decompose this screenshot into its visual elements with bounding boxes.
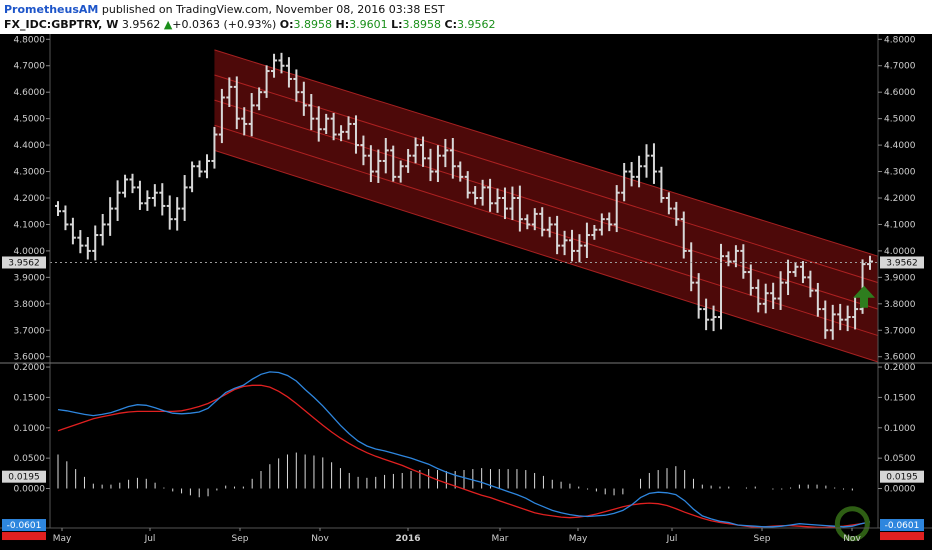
high-label: H: [335,18,350,31]
channel-line [214,149,879,363]
right-price-tick-label: 4.3000 [884,168,916,178]
price-chart[interactable]: 4.8000 4.8000 4.7000 4.7000 4.6000 4.6000 4.50… [0,34,932,550]
left-price-tick-label: 3.9000 [14,273,46,283]
left-macd-tick-label: 0.0500 [14,454,46,464]
low-label: L: [391,18,403,31]
symbol-label: FX_IDC:GBPTRY, W [4,18,119,31]
regression-channel [214,49,878,362]
high-value: 3.9601 [349,18,388,31]
time-label: Sep [232,534,249,544]
right-price-tick-label: 4.4000 [884,141,916,151]
right-price-tick-label: 3.9000 [884,273,916,283]
right-macd-tick-label: 0.1500 [884,393,916,403]
open-label: O: [279,18,294,31]
close-label: C: [444,18,458,31]
price-pane[interactable] [50,49,879,363]
time-label: Nov [843,534,861,544]
low-value: 3.8958 [402,18,442,31]
right-last-price-label: 3.9562 [886,258,918,268]
left-macd-label: -0.0601 [7,521,42,531]
up-arrow-icon [853,285,875,308]
time-axis: May Jul Sep Nov 2016 Mar May Jul Sep Nov [53,528,861,544]
right-price-tick-label: 4.2000 [884,194,916,204]
time-label: 2016 [395,534,420,544]
left-price-tick-label: 4.3000 [14,168,46,178]
left-price-tick-label: 4.8000 [14,35,46,45]
time-label: May [53,534,72,544]
macd-line [57,371,871,528]
left-price-tick-label: 4.5000 [14,115,46,125]
channel-line [214,124,879,337]
right-price-tick-label: 3.7000 [884,326,916,336]
time-label: May [569,534,588,544]
left-signal-box [2,532,46,541]
author-link[interactable]: PrometheusAM [4,3,99,16]
left-macd-tick-label: 0.0000 [14,485,46,495]
right-price-tick-label: 4.5000 [884,115,916,125]
right-price-tick-label: 4.6000 [884,88,916,98]
right-macd-tick-label: 0.1000 [884,424,916,434]
right-price-tick-label: 4.0000 [884,247,916,257]
left-last-price-label: 3.9562 [8,258,40,268]
time-label: Mar [492,534,509,544]
left-hist-box [2,470,46,483]
published-text: published on TradingView.com, November 0… [101,3,445,16]
chart-header: PrometheusAM published on TradingView.co… [0,0,932,34]
left-macd-box [2,519,46,532]
right-macd-box [880,519,924,532]
left-price-tick-label: 3.6000 [14,353,46,363]
right-price-tick-label: 3.8000 [884,300,916,310]
left-price-tick-label: 4.4000 [14,141,46,151]
left-price-tick-label: 3.8000 [14,300,46,310]
left-hist-label: 0.0195 [8,473,40,483]
channel-line [214,99,879,310]
right-macd-tick-label: 0.2000 [884,363,916,373]
channel-line [214,49,879,257]
right-price-tick-label: 4.7000 [884,62,916,72]
left-price-tick-label: 4.1000 [14,220,46,230]
left-price-tick-label: 4.0000 [14,247,46,257]
left-macd-tick-label: 0.1500 [14,393,46,403]
right-hist-box [880,470,924,483]
right-macd-tick-label: 0.0500 [884,454,916,464]
left-last-price-box [2,256,46,269]
right-macd-tick-label: 0.0000 [884,485,916,495]
time-label: Sep [754,534,771,544]
highlight-circle [834,506,870,542]
last-price: 3.9562 [121,18,161,31]
left-price-tick-label: 4.6000 [14,88,46,98]
left-price-tick-label: 4.2000 [14,194,46,204]
left-macd-tick-label: 0.2000 [14,363,46,373]
right-last-price-box [880,256,924,269]
time-label: Jul [144,534,156,544]
ohlc-line: FX_IDC:GBPTRY, W 3.9562 ▲+0.0363 (+0.93%… [4,18,496,31]
right-macd-label: -0.0601 [885,521,920,531]
time-label: Nov [311,534,329,544]
time-label: Jul [666,534,678,544]
open-value: 3.8958 [293,18,333,31]
left-macd-tick-label: 0.1000 [14,424,46,434]
right-hist-label: 0.0195 [886,473,918,483]
left-price-tick-label: 3.7000 [14,326,46,336]
change-value: +0.0363 (+0.93%) [172,18,277,31]
macd-pane[interactable] [57,371,871,542]
right-price-tick-label: 3.6000 [884,353,916,363]
left-price-tick-label: 4.7000 [14,62,46,72]
close-value: 3.9562 [457,18,496,31]
publish-line: PrometheusAM published on TradingView.co… [4,3,445,16]
channel-line [214,74,879,284]
right-price-tick-label: 4.1000 [884,220,916,230]
axes: 4.8000 4.8000 4.7000 4.7000 4.6000 4.6000 4.50… [0,34,932,541]
right-signal-box [880,532,924,541]
right-price-tick-label: 4.8000 [884,35,916,45]
up-arrow-icon: ▲ [163,18,173,31]
